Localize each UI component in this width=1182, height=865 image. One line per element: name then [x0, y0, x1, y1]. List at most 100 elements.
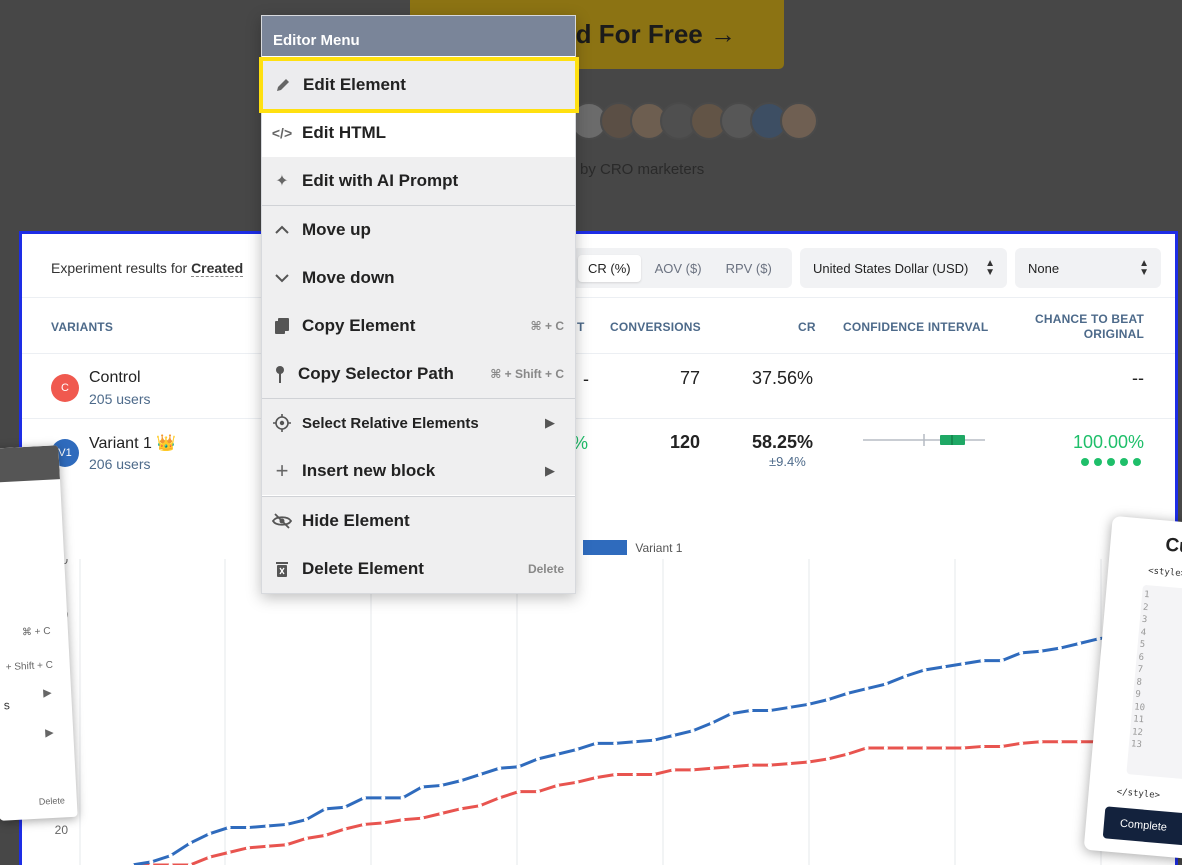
- menu-item-move-up[interactable]: Move up: [262, 206, 575, 254]
- data-point: [226, 850, 231, 855]
- complete-button[interactable]: Complete: [1102, 806, 1182, 847]
- data-point: [999, 658, 1004, 663]
- results-toolbar: Experiment results for Created CR (%) AO…: [22, 234, 1175, 298]
- tab-aov[interactable]: AOV ($): [654, 260, 702, 276]
- experiment-sort-dropdown[interactable]: Created: [191, 260, 244, 277]
- data-point: [709, 766, 714, 771]
- data-point: [709, 721, 714, 726]
- data-point: [381, 820, 386, 825]
- variant-users: 205 users: [89, 391, 151, 407]
- card-fragment: s: [3, 698, 11, 713]
- data-point: [149, 859, 154, 864]
- eye-slash-icon: [262, 513, 302, 529]
- menu-item-move-down[interactable]: Move down: [262, 254, 575, 302]
- data-point: [207, 831, 212, 836]
- data-point: [477, 772, 482, 777]
- menu-item-hide-element[interactable]: Hide Element: [262, 497, 575, 545]
- series-line-variant-1: [131, 624, 1175, 865]
- menu-item-select-relative[interactable]: Select Relative Elements ▶: [262, 399, 575, 447]
- data-point: [303, 817, 308, 822]
- data-point: [458, 806, 463, 811]
- conversions-value: 120: [669, 432, 700, 452]
- data-point: [825, 756, 830, 761]
- submenu-arrow-icon: ▶: [44, 726, 55, 740]
- conversions-line-chart: 20000020: [55, 559, 1175, 865]
- data-point: [961, 746, 966, 750]
- sparkle-icon: ✦: [275, 173, 289, 190]
- chart-legend: rol Variant 1: [562, 540, 682, 555]
- data-point: [864, 686, 869, 691]
- data-point: [1077, 739, 1082, 744]
- confidence-dots: [1081, 458, 1141, 466]
- data-point: [864, 746, 869, 750]
- data-point: [1057, 739, 1062, 744]
- data-point: [980, 744, 985, 749]
- data-point: [323, 833, 328, 838]
- data-point: [458, 778, 463, 783]
- data-point: [516, 764, 521, 769]
- chevron-down-icon: [262, 273, 302, 283]
- chance-value: --: [1132, 368, 1144, 388]
- variant-badge: C: [51, 374, 79, 402]
- data-point: [265, 824, 270, 828]
- cr-margin: ±9.4%: [769, 454, 806, 469]
- menu-item-delete-element[interactable]: Delete Element Delete: [262, 545, 575, 593]
- data-point: [825, 697, 830, 702]
- data-point: [323, 806, 328, 811]
- menu-item-insert-block[interactable]: + Insert new block ▶: [262, 447, 575, 495]
- menu-item-edit-ai-prompt[interactable]: ✦ Edit with AI Prompt: [262, 157, 575, 205]
- card-header: [0, 445, 60, 484]
- tab-rpv[interactable]: RPV ($): [725, 260, 772, 276]
- data-point: [477, 803, 482, 808]
- results-table-header: VARIANTS T CONVERSIONS CR CONFIDENCE INT…: [22, 299, 1175, 354]
- menu-item-edit-html[interactable]: </> Edit HTML: [262, 109, 575, 157]
- chevron-up-icon: [262, 225, 302, 235]
- currency-select[interactable]: United States Dollar (USD) ▲ ▼: [800, 248, 1007, 288]
- shortcut-delete: Delete: [527, 562, 564, 576]
- data-point: [613, 772, 618, 777]
- menu-divider: [262, 398, 575, 399]
- table-row-control[interactable]: C Control 205 users - 77 37.56% --: [22, 354, 1175, 419]
- editor-menu-title: Editor Menu: [262, 16, 575, 56]
- trash-icon: [262, 561, 302, 577]
- data-point: [767, 763, 772, 768]
- trusted-by-text: by CRO marketers: [580, 161, 705, 178]
- card-title: Cus: [1164, 534, 1182, 559]
- menu-item-edit-element[interactable]: Edit Element: [259, 57, 579, 113]
- data-point: [845, 752, 850, 757]
- data-point: [439, 783, 444, 788]
- tab-cr[interactable]: CR (%): [578, 254, 641, 282]
- menu-divider: [262, 205, 575, 206]
- submenu-arrow-icon: ▶: [545, 415, 555, 430]
- data-point: [999, 744, 1004, 749]
- data-point: [922, 668, 927, 672]
- data-point: [1019, 650, 1024, 655]
- experiment-results-panel[interactable]: Experiment results for Created CR (%) AO…: [19, 231, 1178, 865]
- data-point: [651, 738, 656, 743]
- data-point: [787, 705, 792, 710]
- code-editor[interactable]: 1 2 3 4 5 6 7 8 9 10 11 12 13: [1126, 584, 1182, 781]
- data-point: [265, 844, 270, 849]
- menu-item-copy-selector-path[interactable]: Copy Selector Path ⌘ + Shift + C: [262, 350, 575, 398]
- data-point: [342, 805, 347, 810]
- segment-select[interactable]: None ▲ ▼: [1015, 248, 1161, 288]
- data-point: [342, 827, 347, 832]
- data-point: [593, 741, 598, 746]
- cr-value: 37.56%: [751, 368, 813, 388]
- data-point: [361, 822, 366, 827]
- data-point: [941, 746, 946, 750]
- data-point: [980, 658, 985, 663]
- data-point: [516, 789, 521, 794]
- data-point: [593, 775, 598, 780]
- copy-icon: [262, 318, 302, 334]
- menu-item-copy-element[interactable]: Copy Element ⌘ + C: [262, 302, 575, 350]
- data-point: [961, 661, 966, 666]
- col-conversions: CONVERSIONS: [610, 320, 701, 334]
- table-row-variant-1[interactable]: V1 Variant 1 👑 206 users % 120 58.25% ±9…: [22, 419, 1175, 485]
- data-point: [574, 780, 579, 785]
- editor-menu: Editor Menu Edit Element </> Edit HTML ✦…: [259, 15, 579, 594]
- data-point: [806, 702, 811, 707]
- data-point: [922, 746, 927, 750]
- data-point: [245, 845, 250, 850]
- col-visitors: T: [577, 320, 585, 334]
